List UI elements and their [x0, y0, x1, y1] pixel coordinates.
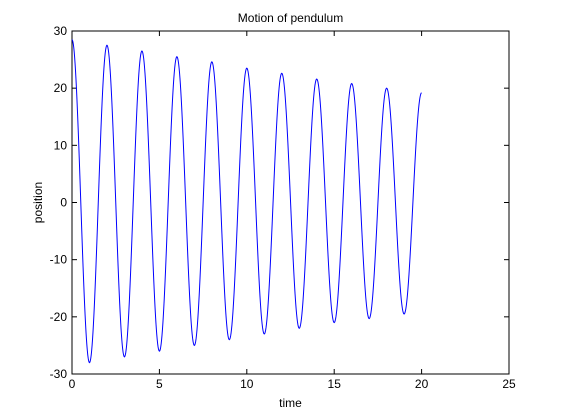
data-point [421, 92, 422, 93]
data-point [264, 333, 265, 334]
data-point [369, 318, 370, 319]
data-point [141, 51, 142, 52]
data-point [106, 45, 107, 46]
y-tick-label: 0 [60, 196, 67, 210]
y-tick-label: -30 [50, 367, 68, 381]
x-tick-label: 20 [415, 377, 429, 391]
x-tick-label: 25 [502, 377, 516, 391]
data-point [281, 73, 282, 74]
x-axis-label: time [279, 396, 302, 410]
y-tick-label: -20 [50, 310, 68, 324]
y-tick-label: 10 [54, 138, 68, 152]
y-axis-ticks: -30 -20 -10 0 10 20 30 [50, 24, 509, 381]
x-tick-label: 5 [156, 377, 163, 391]
data-point [246, 68, 247, 69]
y-tick-label: 30 [54, 24, 68, 38]
series-line [71, 39, 422, 364]
data-point [316, 79, 317, 80]
x-tick-label: 10 [240, 377, 254, 391]
y-tick-label: -10 [50, 253, 68, 267]
data-point [404, 313, 405, 314]
data-point [72, 39, 73, 40]
y-axis-label: position [31, 182, 45, 223]
data-point [351, 83, 352, 84]
data-point [89, 362, 90, 363]
data-point [211, 61, 212, 62]
data-point [334, 322, 335, 323]
data-point [386, 88, 387, 89]
x-tick-label: 15 [328, 377, 342, 391]
x-axis-ticks: 0 5 10 15 20 25 [69, 31, 516, 391]
data-point [176, 56, 177, 57]
data-point [159, 351, 160, 352]
series-layer [71, 39, 422, 364]
data-point [229, 339, 230, 340]
y-tick-label: 20 [54, 81, 68, 95]
x-tick-label: 0 [69, 377, 76, 391]
chart-title: Motion of pendulum [238, 11, 343, 25]
data-point [299, 328, 300, 329]
data-point [124, 356, 125, 357]
data-point [194, 345, 195, 346]
